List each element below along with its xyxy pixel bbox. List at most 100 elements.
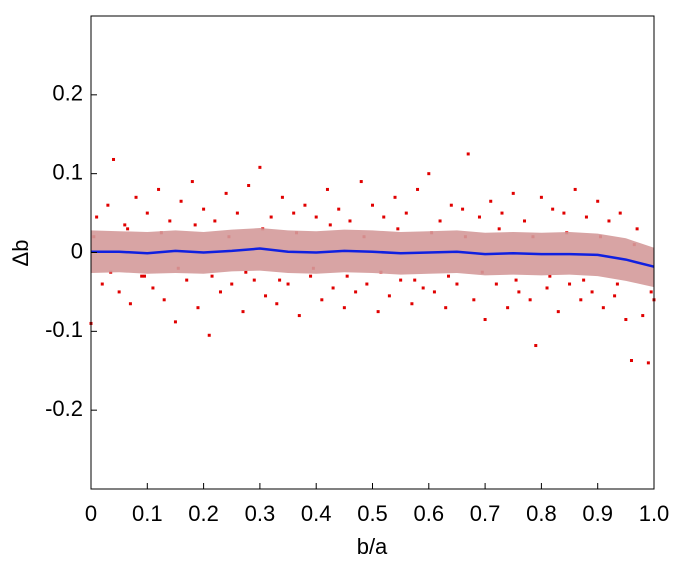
scatter-point xyxy=(95,215,99,219)
scatter-point xyxy=(613,294,617,298)
scatter-point xyxy=(247,183,251,187)
scatter-point xyxy=(624,318,628,322)
y-tick-label: -0.2 xyxy=(45,396,83,421)
scatter-point xyxy=(506,306,510,310)
scatter-point xyxy=(140,274,144,278)
scatter-point xyxy=(345,274,349,278)
x-tick-label: 0.6 xyxy=(414,501,445,526)
scatter-point xyxy=(348,219,352,223)
scatter-point xyxy=(264,294,268,298)
scatter-point xyxy=(649,290,653,294)
scatter-point xyxy=(601,306,605,310)
scatter-point xyxy=(562,211,566,215)
scatter-point xyxy=(438,219,442,223)
scatter-point xyxy=(404,211,408,215)
scatter-point xyxy=(517,290,521,294)
scatter-point xyxy=(230,282,234,286)
scatter-point xyxy=(528,298,532,302)
y-tick-label: 0 xyxy=(71,238,83,263)
scatter-point xyxy=(314,215,318,219)
scatter-point xyxy=(359,180,363,184)
scatter-point xyxy=(514,278,518,282)
x-tick-label: 0 xyxy=(85,501,97,526)
scatter-point xyxy=(151,286,155,290)
scatter-point xyxy=(210,274,214,278)
scatter-point xyxy=(134,195,138,199)
scatter-point xyxy=(213,219,217,223)
x-tick-label: 0.7 xyxy=(470,501,501,526)
scatter-point xyxy=(100,282,104,286)
scatter-point xyxy=(539,195,543,199)
scatter-point xyxy=(173,320,177,324)
scatter-point xyxy=(596,199,600,203)
scatter-point xyxy=(303,203,307,207)
scatter-point xyxy=(582,278,586,282)
scatter-point xyxy=(461,207,465,211)
scatter-point xyxy=(455,282,459,286)
x-tick-label: 0.5 xyxy=(357,501,388,526)
scatter-point xyxy=(193,223,197,227)
scatter-point xyxy=(224,191,228,195)
scatter-point xyxy=(202,207,206,211)
scatter-point xyxy=(641,314,645,318)
scatter-point xyxy=(325,187,329,191)
scatter-point xyxy=(112,157,116,161)
scatter-point xyxy=(157,187,161,191)
scatter-point xyxy=(162,298,166,302)
scatter-point xyxy=(269,215,273,219)
scatter-point xyxy=(629,359,633,363)
scatter-point xyxy=(235,211,239,215)
scatter-point xyxy=(615,282,619,286)
scatter-point xyxy=(444,306,448,310)
scatter-point xyxy=(365,282,369,286)
scatter-point xyxy=(568,282,572,286)
x-tick-label: 0.9 xyxy=(582,501,613,526)
scatter-point xyxy=(618,211,622,215)
x-tick-label: 0.4 xyxy=(301,501,332,526)
scatter-point xyxy=(413,278,417,282)
scatter-point xyxy=(590,290,594,294)
scatter-point xyxy=(292,211,296,215)
scatter-point xyxy=(258,165,262,169)
scatter-point xyxy=(573,187,577,191)
scatter-point xyxy=(207,333,211,337)
scatter-point xyxy=(382,215,386,219)
scatter-point xyxy=(477,215,481,219)
scatter-point xyxy=(309,274,313,278)
scatter-point xyxy=(142,274,146,278)
scatter-point xyxy=(579,298,583,302)
scatter-point xyxy=(371,203,374,207)
scatter-point xyxy=(244,270,248,274)
scatter-point xyxy=(427,172,431,176)
scatter-point xyxy=(635,227,639,231)
x-tick-label: 1.0 xyxy=(639,501,670,526)
scatter-point xyxy=(497,227,501,231)
scatter-point xyxy=(286,282,290,286)
x-tick-label: 0.1 xyxy=(132,501,163,526)
scatter-point xyxy=(190,180,194,184)
scatter-point xyxy=(545,286,549,290)
scatter-point xyxy=(126,227,130,231)
scatter-point xyxy=(328,223,332,227)
scatter-point xyxy=(556,310,560,314)
scatter-point xyxy=(218,290,222,294)
y-tick-label: 0.2 xyxy=(52,81,83,106)
scatter-point xyxy=(534,344,538,348)
scatter-point xyxy=(449,203,453,207)
scatter-point xyxy=(280,195,284,199)
scatter-point xyxy=(331,286,335,290)
x-tick-label: 0.2 xyxy=(188,501,219,526)
mean-line xyxy=(91,247,655,268)
scatter-point xyxy=(278,278,282,282)
scatter-point xyxy=(551,207,555,211)
scatter-point xyxy=(275,302,279,306)
scatter-point xyxy=(337,207,341,211)
scatter-point xyxy=(196,306,200,310)
scatter-point xyxy=(432,290,436,294)
scatter-point xyxy=(399,278,403,282)
scatter-point xyxy=(145,211,149,215)
scatter-point xyxy=(410,302,414,306)
scatter-point xyxy=(500,211,504,215)
scatter-point xyxy=(483,318,487,322)
